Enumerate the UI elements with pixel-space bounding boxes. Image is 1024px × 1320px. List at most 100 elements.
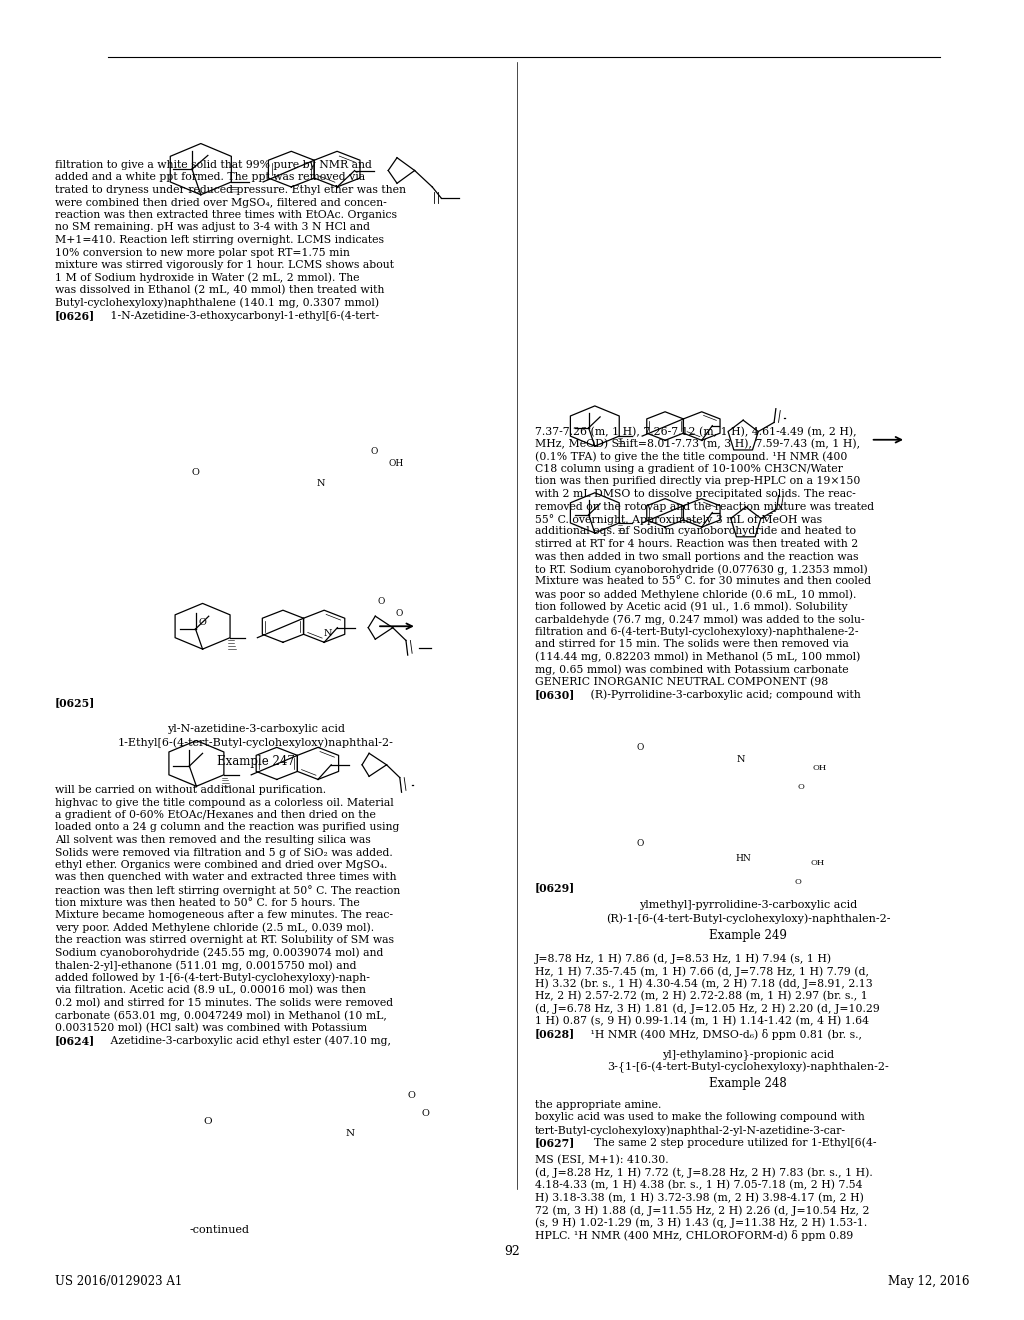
Text: Azetidine-3-carboxylic acid ethyl ester (407.10 mg,: Azetidine-3-carboxylic acid ethyl ester … bbox=[100, 1035, 391, 1045]
Text: May 12, 2016: May 12, 2016 bbox=[889, 1275, 970, 1288]
Text: the reaction was stirred overnight at RT. Solubility of SM was: the reaction was stirred overnight at RT… bbox=[55, 935, 394, 945]
Text: and stirred for 15 min. The solids were then removed via: and stirred for 15 min. The solids were … bbox=[535, 639, 849, 649]
Text: (R)-1-[6-(4-tert-Butyl-cyclohexyloxy)-naphthalen-2-: (R)-1-[6-(4-tert-Butyl-cyclohexyloxy)-na… bbox=[606, 913, 890, 924]
Text: Solids were removed via filtration and 5 g of SiO₂ was added.: Solids were removed via filtration and 5… bbox=[55, 847, 393, 858]
Text: a gradient of 0-60% EtOAc/Hexanes and then dried on the: a gradient of 0-60% EtOAc/Hexanes and th… bbox=[55, 810, 376, 820]
Text: N: N bbox=[316, 479, 326, 488]
Text: [0630]: [0630] bbox=[535, 689, 575, 700]
Text: tion was then purified directly via prep-HPLC on a 19×150: tion was then purified directly via prep… bbox=[535, 477, 860, 487]
Text: ylmethyl]-pyrrolidine-3-carboxylic acid: ylmethyl]-pyrrolidine-3-carboxylic acid bbox=[639, 900, 857, 911]
Text: Hz, 1 H) 7.35-7.45 (m, 1 H) 7.66 (d, J=7.78 Hz, 1 H) 7.79 (d,: Hz, 1 H) 7.35-7.45 (m, 1 H) 7.66 (d, J=7… bbox=[535, 966, 869, 977]
Text: 10% conversion to new more polar spot RT=1.75 min: 10% conversion to new more polar spot RT… bbox=[55, 248, 350, 257]
Text: HN: HN bbox=[735, 854, 751, 863]
Text: yl]-ethylamino}-propionic acid: yl]-ethylamino}-propionic acid bbox=[662, 1049, 835, 1060]
Text: (114.44 mg, 0.82203 mmol) in Methanol (5 mL, 100 mmol): (114.44 mg, 0.82203 mmol) in Methanol (5… bbox=[535, 652, 860, 663]
Text: filtration to give a white solid that 99% pure by NMR and: filtration to give a white solid that 99… bbox=[55, 160, 372, 170]
Text: highvac to give the title compound as a colorless oil. Material: highvac to give the title compound as a … bbox=[55, 797, 394, 808]
Text: 0.2 mol) and stirred for 15 minutes. The solids were removed: 0.2 mol) and stirred for 15 minutes. The… bbox=[55, 998, 393, 1007]
Text: Hz, 2 H) 2.57-2.72 (m, 2 H) 2.72-2.88 (m, 1 H) 2.97 (br. s., 1: Hz, 2 H) 2.57-2.72 (m, 2 H) 2.72-2.88 (m… bbox=[535, 991, 867, 1002]
Text: reaction was then left stirring overnight at 50° C. The reaction: reaction was then left stirring overnigh… bbox=[55, 884, 400, 896]
Text: 55° C. overnight. Approximately 3 mL of MeOH was: 55° C. overnight. Approximately 3 mL of … bbox=[535, 513, 822, 525]
Text: O: O bbox=[408, 1092, 416, 1101]
Text: OH: OH bbox=[810, 859, 824, 867]
Text: N: N bbox=[324, 628, 332, 638]
Text: MS (ESI, M+1): 410.30.: MS (ESI, M+1): 410.30. bbox=[535, 1155, 669, 1166]
Text: 1-N-Azetidine-3-ethoxycarbonyl-1-ethyl[6-(4-tert-: 1-N-Azetidine-3-ethoxycarbonyl-1-ethyl[6… bbox=[100, 310, 379, 321]
Text: O: O bbox=[798, 783, 805, 791]
Text: 4.18-4.33 (m, 1 H) 4.38 (br. s., 1 H) 7.05-7.18 (m, 2 H) 7.54: 4.18-4.33 (m, 1 H) 4.38 (br. s., 1 H) 7.… bbox=[535, 1180, 862, 1191]
Text: O: O bbox=[204, 1117, 212, 1126]
Text: C18 column using a gradient of 10-100% CH3CN/Water: C18 column using a gradient of 10-100% C… bbox=[535, 465, 843, 474]
Text: carbonate (653.01 mg, 0.0047249 mol) in Methanol (10 mL,: carbonate (653.01 mg, 0.0047249 mol) in … bbox=[55, 1010, 387, 1020]
Text: O: O bbox=[636, 743, 643, 752]
Text: with 2 mL DMSO to dissolve precipitated solids. The reac-: with 2 mL DMSO to dissolve precipitated … bbox=[535, 488, 856, 499]
Text: the appropriate amine.: the appropriate amine. bbox=[535, 1100, 662, 1110]
Text: 1 H) 0.87 (s, 9 H) 0.99-1.14 (m, 1 H) 1.14-1.42 (m, 4 H) 1.64: 1 H) 0.87 (s, 9 H) 0.99-1.14 (m, 1 H) 1.… bbox=[535, 1016, 869, 1027]
Text: via filtration. Acetic acid (8.9 uL, 0.00016 mol) was then: via filtration. Acetic acid (8.9 uL, 0.0… bbox=[55, 985, 366, 995]
Text: 7.37-7.26 (m, 1 H), 7.26-7.12 (m, 1 H), 4.61-4.49 (m, 2 H),: 7.37-7.26 (m, 1 H), 7.26-7.12 (m, 1 H), … bbox=[535, 426, 857, 437]
Text: stirred at RT for 4 hours. Reaction was then treated with 2: stirred at RT for 4 hours. Reaction was … bbox=[535, 539, 858, 549]
Text: filtration and 6-(4-tert-Butyl-cyclohexyloxy)-naphthalene-2-: filtration and 6-(4-tert-Butyl-cyclohexy… bbox=[535, 627, 858, 638]
Text: 72 (m, 3 H) 1.88 (d, J=11.55 Hz, 2 H) 2.26 (d, J=10.54 Hz, 2: 72 (m, 3 H) 1.88 (d, J=11.55 Hz, 2 H) 2.… bbox=[535, 1205, 869, 1216]
Text: mixture was stirred vigorously for 1 hour. LCMS shows about: mixture was stirred vigorously for 1 hou… bbox=[55, 260, 394, 271]
Text: (s, 9 H) 1.02-1.29 (m, 3 H) 1.43 (q, J=11.38 Hz, 2 H) 1.53-1.: (s, 9 H) 1.02-1.29 (m, 3 H) 1.43 (q, J=1… bbox=[535, 1217, 867, 1228]
Text: reaction was then extracted three times with EtOAc. Organics: reaction was then extracted three times … bbox=[55, 210, 397, 220]
Text: H) 3.32 (br. s., 1 H) 4.30-4.54 (m, 2 H) 7.18 (dd, J=8.91, 2.13: H) 3.32 (br. s., 1 H) 4.30-4.54 (m, 2 H)… bbox=[535, 978, 872, 989]
Text: 3-{1-[6-(4-tert-Butyl-cyclohexyloxy)-naphthalen-2-: 3-{1-[6-(4-tert-Butyl-cyclohexyloxy)-nap… bbox=[607, 1061, 889, 1073]
Text: Example 249: Example 249 bbox=[709, 929, 786, 942]
Text: was poor so added Methylene chloride (0.6 mL, 10 mmol).: was poor so added Methylene chloride (0.… bbox=[535, 589, 856, 599]
Text: HPLC. ¹H NMR (400 MHz, CHLOROFORM-d) δ ppm 0.89: HPLC. ¹H NMR (400 MHz, CHLOROFORM-d) δ p… bbox=[535, 1230, 853, 1241]
Text: thalen-2-yl]-ethanone (511.01 mg, 0.0015750 mol) and: thalen-2-yl]-ethanone (511.01 mg, 0.0015… bbox=[55, 960, 356, 970]
Text: -continued: -continued bbox=[190, 1225, 250, 1236]
Text: very poor. Added Methylene chloride (2.5 mL, 0.039 mol).: very poor. Added Methylene chloride (2.5… bbox=[55, 923, 374, 933]
Text: Sodium cyanoborohydride (245.55 mg, 0.0039074 mol) and: Sodium cyanoborohydride (245.55 mg, 0.00… bbox=[55, 948, 383, 958]
Text: carbaldehyde (76.7 mg, 0.247 mmol) was added to the solu-: carbaldehyde (76.7 mg, 0.247 mmol) was a… bbox=[535, 614, 864, 624]
Text: Example 247: Example 247 bbox=[217, 755, 295, 768]
Text: O: O bbox=[377, 598, 384, 606]
Text: MHz, MeOD) Shift=8.01-7.73 (m, 3 H), 7.59-7.43 (m, 1 H),: MHz, MeOD) Shift=8.01-7.73 (m, 3 H), 7.5… bbox=[535, 440, 860, 449]
Text: 1 M of Sodium hydroxide in Water (2 mL, 2 mmol). The: 1 M of Sodium hydroxide in Water (2 mL, … bbox=[55, 272, 359, 282]
Text: [0629]: [0629] bbox=[535, 882, 575, 894]
Text: O: O bbox=[795, 878, 802, 886]
Text: Mixture was heated to 55° C. for 30 minutes and then cooled: Mixture was heated to 55° C. for 30 minu… bbox=[535, 577, 871, 586]
Text: no SM remaining. pH was adjust to 3-4 with 3 N HCl and: no SM remaining. pH was adjust to 3-4 wi… bbox=[55, 223, 370, 232]
Text: All solvent was then removed and the resulting silica was: All solvent was then removed and the res… bbox=[55, 836, 371, 845]
Text: O: O bbox=[422, 1109, 429, 1118]
Text: Mixture became homogeneous after a few minutes. The reac-: Mixture became homogeneous after a few m… bbox=[55, 909, 393, 920]
Text: [0626]: [0626] bbox=[55, 310, 95, 321]
Text: 0.0031520 mol) (HCl salt) was combined with Potassium: 0.0031520 mol) (HCl salt) was combined w… bbox=[55, 1023, 368, 1032]
Text: (R)-Pyrrolidine-3-carboxylic acid; compound with: (R)-Pyrrolidine-3-carboxylic acid; compo… bbox=[580, 689, 861, 700]
Text: (d, J=6.78 Hz, 3 H) 1.81 (d, J=12.05 Hz, 2 H) 2.20 (d, J=10.29: (d, J=6.78 Hz, 3 H) 1.81 (d, J=12.05 Hz,… bbox=[535, 1003, 880, 1014]
Text: were combined then dried over MgSO₄, filtered and concen-: were combined then dried over MgSO₄, fil… bbox=[55, 198, 387, 207]
Text: was dissolved in Ethanol (2 mL, 40 mmol) then treated with: was dissolved in Ethanol (2 mL, 40 mmol)… bbox=[55, 285, 384, 296]
Text: N: N bbox=[737, 755, 745, 764]
Text: OH: OH bbox=[389, 459, 404, 469]
Text: added followed by 1-[6-(4-tert-Butyl-cyclohexyloxy)-naph-: added followed by 1-[6-(4-tert-Butyl-cyc… bbox=[55, 973, 370, 983]
Text: J=8.78 Hz, 1 H) 7.86 (d, J=8.53 Hz, 1 H) 7.94 (s, 1 H): J=8.78 Hz, 1 H) 7.86 (d, J=8.53 Hz, 1 H)… bbox=[535, 953, 833, 964]
Text: (0.1% TFA) to give the the title compound. ¹H NMR (400: (0.1% TFA) to give the the title compoun… bbox=[535, 451, 848, 462]
Text: O: O bbox=[636, 838, 643, 847]
Text: [0628]: [0628] bbox=[535, 1028, 575, 1040]
Text: [0627]: [0627] bbox=[535, 1138, 575, 1148]
Text: O: O bbox=[395, 609, 403, 618]
Text: [0625]: [0625] bbox=[55, 697, 95, 708]
Text: was then added in two small portions and the reaction was: was then added in two small portions and… bbox=[535, 552, 858, 561]
Text: OH: OH bbox=[812, 764, 826, 772]
Text: M+1=410. Reaction left stirring overnight. LCMS indicates: M+1=410. Reaction left stirring overnigh… bbox=[55, 235, 384, 246]
Text: N: N bbox=[345, 1129, 354, 1138]
Text: added and a white ppt formed. The ppt was removed via: added and a white ppt formed. The ppt wa… bbox=[55, 173, 366, 182]
Text: ¹H NMR (400 MHz, DMSO-d₆) δ ppm 0.81 (br. s.,: ¹H NMR (400 MHz, DMSO-d₆) δ ppm 0.81 (br… bbox=[580, 1028, 862, 1040]
Text: tion followed by Acetic acid (91 ul., 1.6 mmol). Solubility: tion followed by Acetic acid (91 ul., 1.… bbox=[535, 602, 848, 612]
Text: removed on the rotovap and the reaction mixture was treated: removed on the rotovap and the reaction … bbox=[535, 502, 874, 511]
Text: trated to dryness under reduced pressure. Ethyl ether was then: trated to dryness under reduced pressure… bbox=[55, 185, 406, 195]
Text: 92: 92 bbox=[504, 1245, 520, 1258]
Text: was then quenched with water and extracted three times with: was then quenched with water and extract… bbox=[55, 873, 396, 883]
Text: O: O bbox=[199, 618, 206, 627]
Text: to RT. Sodium cyanoborohydride (0.077630 g, 1.2353 mmol): to RT. Sodium cyanoborohydride (0.077630… bbox=[535, 564, 867, 574]
Text: O: O bbox=[370, 447, 378, 457]
Text: tion mixture was then heated to 50° C. for 5 hours. The: tion mixture was then heated to 50° C. f… bbox=[55, 898, 359, 908]
Text: loaded onto a 24 g column and the reaction was purified using: loaded onto a 24 g column and the reacti… bbox=[55, 822, 399, 833]
Text: O: O bbox=[191, 469, 199, 477]
Text: US 2016/0129023 A1: US 2016/0129023 A1 bbox=[55, 1275, 182, 1288]
Text: will be carried on without additional purification.: will be carried on without additional pu… bbox=[55, 785, 326, 795]
